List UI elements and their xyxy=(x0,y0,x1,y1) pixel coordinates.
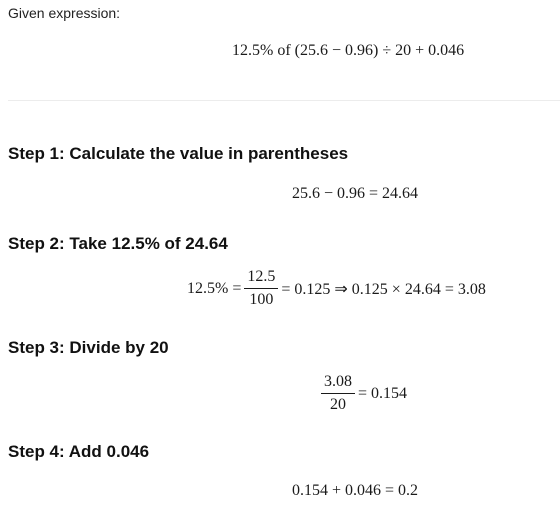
step-2-lhs: 12.5% = xyxy=(187,279,242,297)
step-3-fraction-numerator: 3.08 xyxy=(321,374,355,394)
step-2-equation: 12.5% = 12.5 100 = 0.125 ⇒ 0.125 × 24.64… xyxy=(187,269,486,308)
step-3-fraction: 3.08 20 xyxy=(321,374,355,413)
given-expression: 12.5% of (25.6 − 0.96) ÷ 20 + 0.046 xyxy=(232,42,465,59)
intro-label: Given expression: xyxy=(8,5,121,21)
section-divider xyxy=(8,100,560,101)
step-2-fraction: 12.5 100 xyxy=(244,269,279,308)
step-2-title: Step 2: Take 12.5% of 24.64 xyxy=(8,234,228,253)
step-1-title: Step 1: Calculate the value in parenthes… xyxy=(8,144,349,163)
step-3-fraction-denominator: 20 xyxy=(330,396,346,413)
step-3-title: Step 3: Divide by 20 xyxy=(8,338,169,357)
step-2-rhs: = 0.125 ⇒ 0.125 × 24.64 = 3.08 xyxy=(281,280,486,298)
step-4-equation: 0.154 + 0.046 = 0.2 xyxy=(292,482,419,499)
step-2-fraction-denominator: 100 xyxy=(249,291,274,308)
step-3-equation: 3.08 20 = 0.154 xyxy=(318,374,407,413)
step-1-equation: 25.6 − 0.96 = 24.64 xyxy=(292,185,419,202)
step-4-title: Step 4: Add 0.046 xyxy=(8,442,150,461)
step-2-fraction-numerator: 12.5 xyxy=(244,269,279,289)
step-3-rhs: = 0.154 xyxy=(358,384,408,402)
